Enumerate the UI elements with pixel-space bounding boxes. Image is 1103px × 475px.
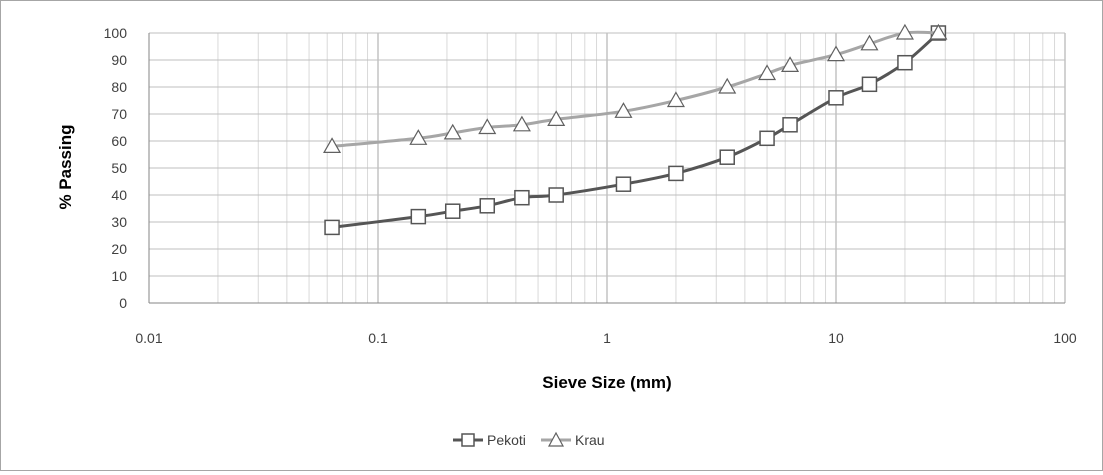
legend-krau-label: Krau	[575, 432, 605, 448]
x-tick-label: 100	[1053, 330, 1077, 346]
point-pekoti	[897, 54, 913, 71]
point-krau	[666, 91, 685, 108]
y-tick-label: 20	[111, 241, 127, 257]
point-krau	[895, 23, 914, 40]
y-tick-label: 90	[111, 52, 127, 68]
point-krau	[929, 23, 948, 40]
point-krau	[826, 45, 846, 62]
point-pekoti	[828, 90, 844, 106]
point-krau	[860, 34, 879, 51]
gridlines	[148, 32, 1066, 304]
point-krau	[718, 77, 737, 94]
y-tick-labels: 0 10 20 30 40 50 60 70 80 90 100	[104, 25, 128, 311]
series-krau	[323, 23, 948, 153]
x-tick-label: 0.1	[368, 330, 388, 346]
legend: Pekoti Krau	[453, 431, 605, 448]
y-axis-title: % Passing	[56, 124, 75, 209]
y-tick-label: 60	[111, 133, 127, 149]
point-krau	[409, 129, 428, 145]
legend-item-pekoti: Pekoti	[453, 432, 526, 448]
point-krau	[547, 110, 566, 127]
point-pekoti	[514, 189, 530, 206]
point-pekoti	[719, 149, 735, 165]
point-krau	[512, 115, 531, 132]
x-tick-label: 0.01	[135, 330, 162, 346]
y-tick-label: 30	[111, 214, 127, 230]
y-tick-label: 10	[111, 268, 127, 284]
y-tick-label: 40	[111, 187, 127, 203]
legend-item-krau: Krau	[541, 431, 605, 448]
y-tick-label: 50	[111, 160, 127, 176]
series	[323, 23, 948, 236]
point-pekoti	[548, 187, 564, 203]
y-tick-label: 0	[119, 295, 127, 311]
point-pekoti	[444, 203, 461, 219]
point-krau	[323, 137, 342, 153]
point-pekoti	[410, 208, 427, 225]
point-krau	[758, 64, 777, 81]
y-tick-label: 80	[111, 79, 127, 95]
point-krau	[478, 118, 497, 135]
legend-pekoti-marker	[461, 433, 475, 447]
y-tick-label: 70	[111, 106, 127, 122]
point-pekoti	[479, 198, 496, 214]
axes	[148, 33, 1065, 304]
point-pekoti	[615, 176, 632, 192]
series-line-pekoti	[331, 31, 940, 229]
legend-pekoti-label: Pekoti	[487, 432, 526, 448]
point-pekoti	[759, 130, 775, 147]
point-pekoti	[782, 117, 798, 133]
x-axis-title: Sieve Size (mm)	[542, 373, 671, 392]
x-tick-label: 10	[828, 330, 844, 346]
y-tick-label: 100	[104, 25, 128, 41]
x-tick-label: 1	[603, 330, 611, 346]
point-pekoti	[668, 165, 684, 182]
legend-krau-marker	[547, 431, 565, 447]
point-pekoti	[861, 76, 878, 93]
point-pekoti	[324, 219, 340, 236]
series-line-krau	[331, 30, 939, 148]
point-krau	[614, 102, 633, 118]
point-krau	[443, 123, 462, 140]
point-krau	[781, 56, 800, 73]
x-tick-labels: 0.01 0.1 1 10 100	[135, 330, 1077, 346]
